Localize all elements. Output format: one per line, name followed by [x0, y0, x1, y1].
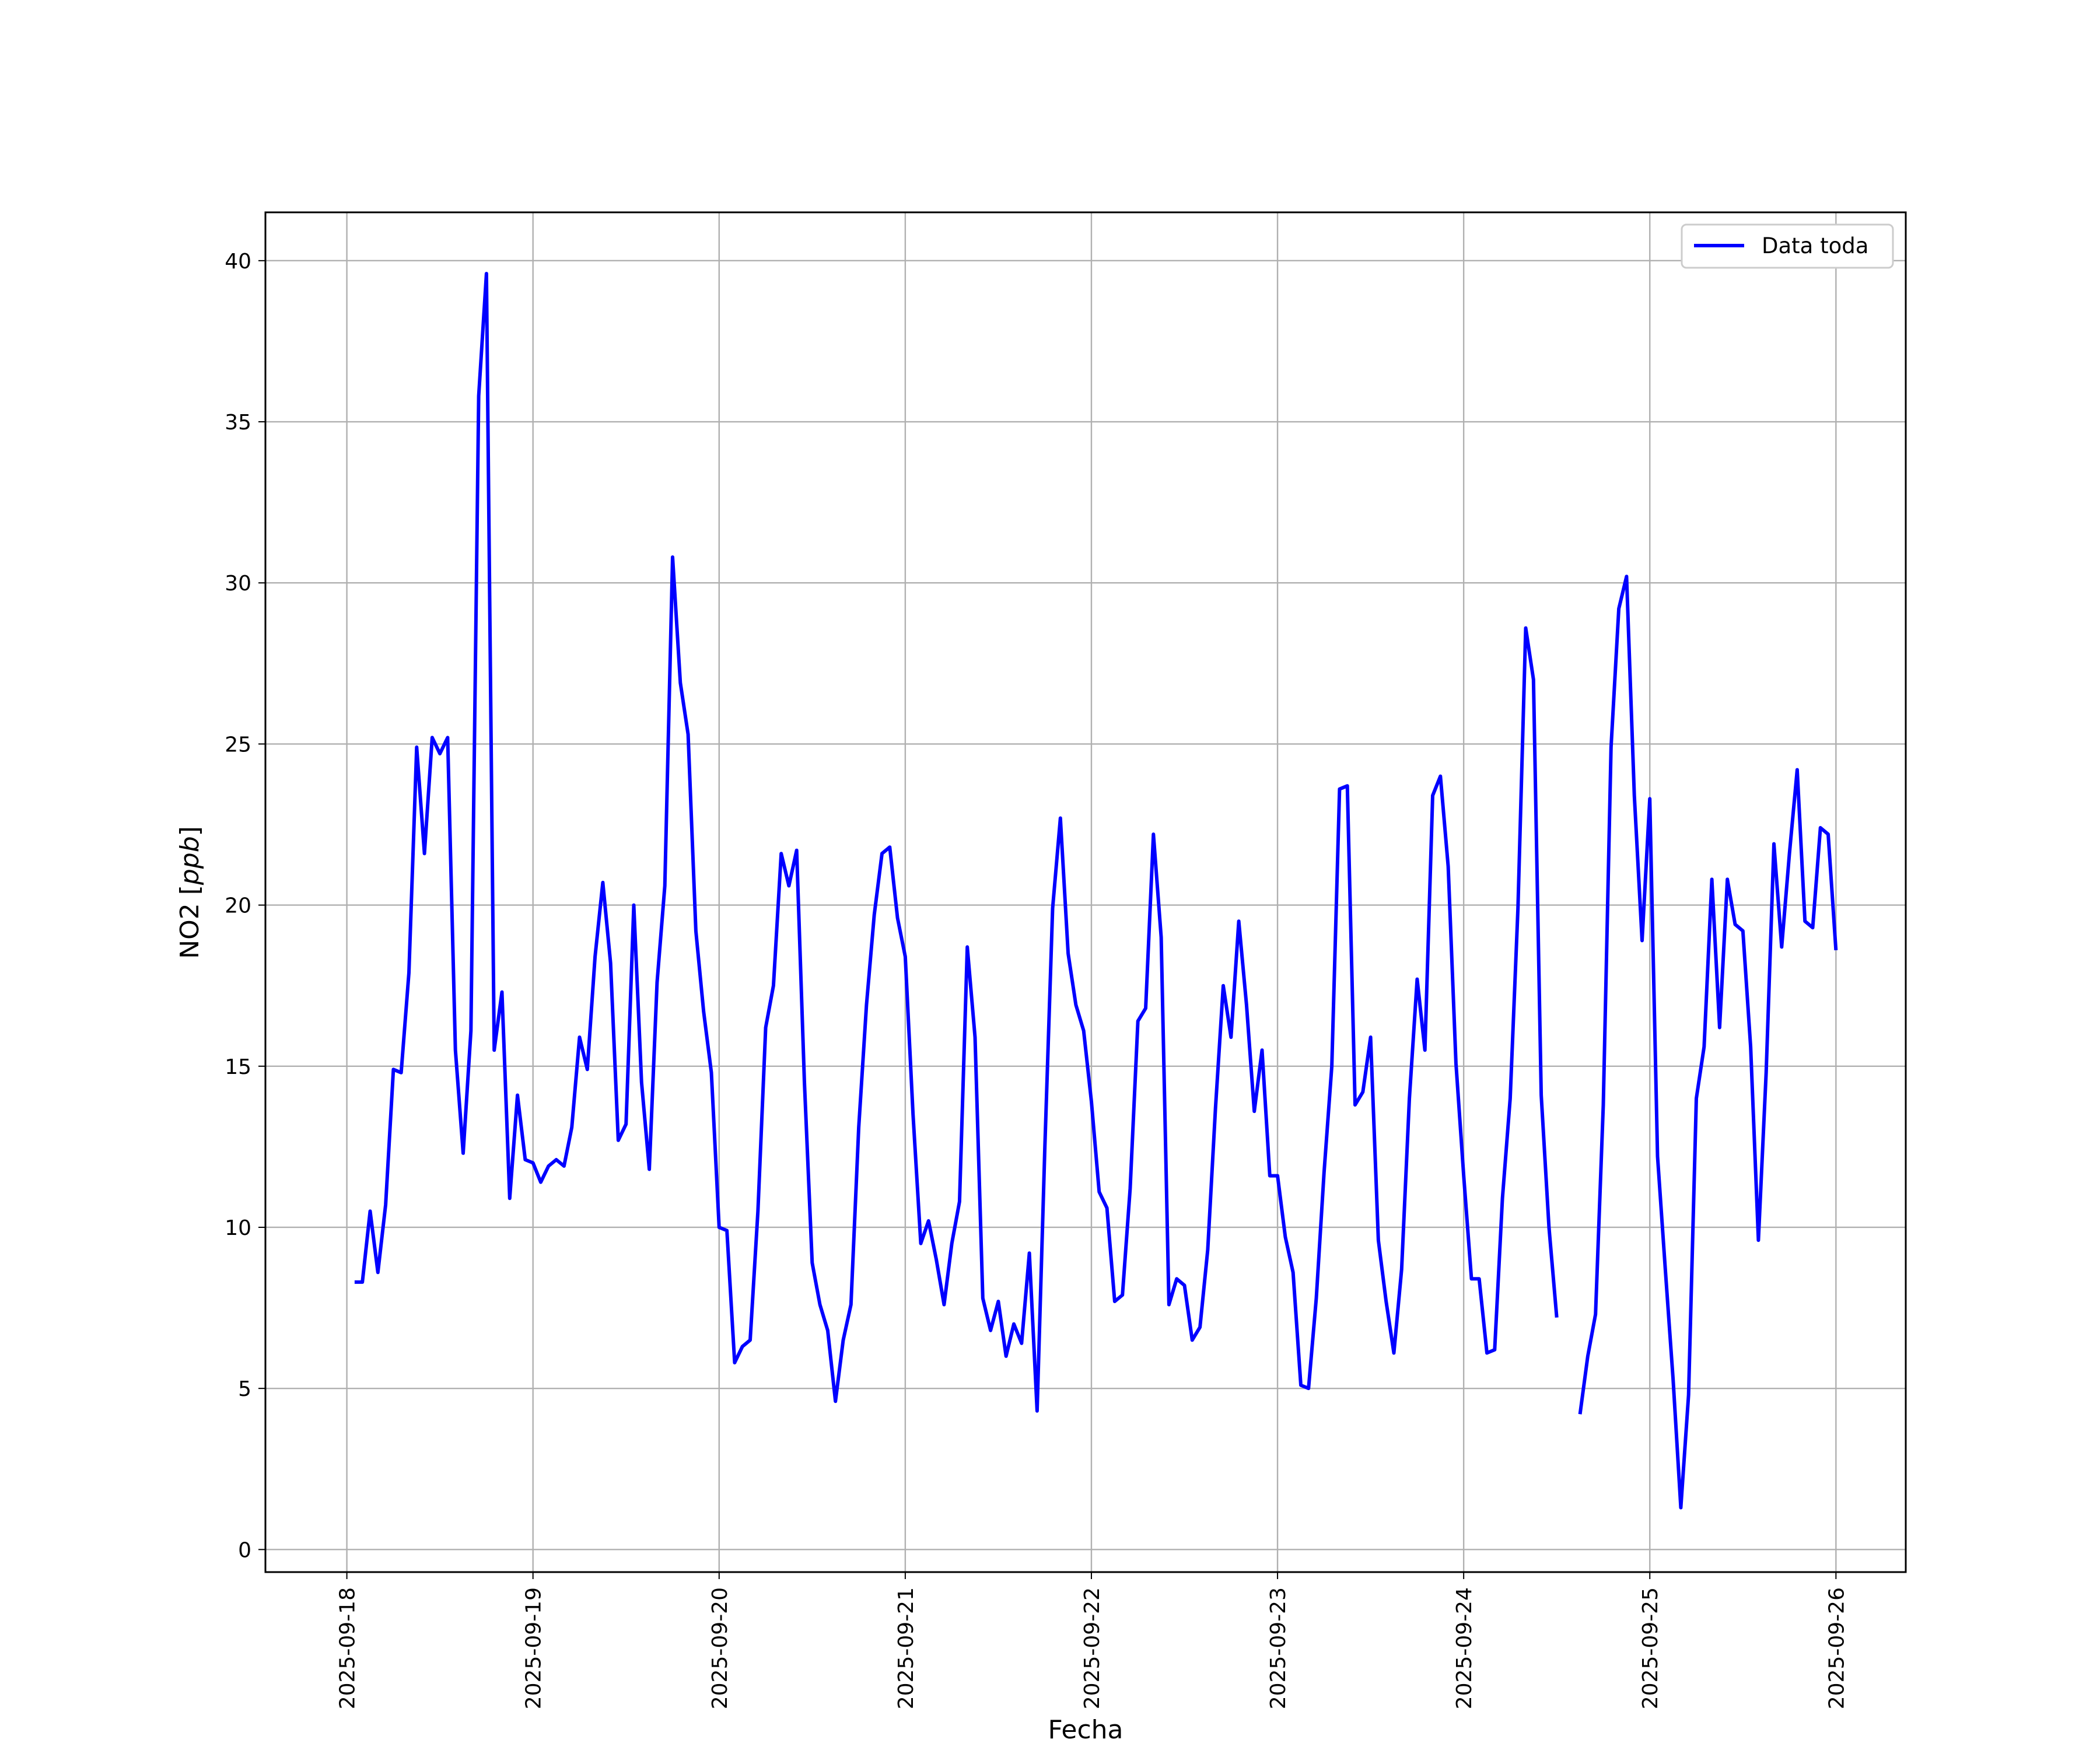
y-axis-label-prefix: NO2 [: [175, 885, 205, 959]
y-tick-label: 35: [225, 411, 251, 435]
x-tick-label: 2025-09-19: [522, 1587, 546, 1709]
ticks-layer: 2025-09-18 2025-09-19 2025-09-20 2025-09-21…: [225, 250, 1849, 1709]
x-tick-label: 2025-09-23: [1266, 1587, 1290, 1709]
x-tick-label: 2025-09-18: [336, 1587, 360, 1709]
x-tick-label: 2025-09-21: [894, 1587, 918, 1709]
y-tick-label: 10: [225, 1216, 251, 1240]
y-tick-label: 15: [225, 1055, 251, 1079]
x-tick-label: 2025-09-26: [1825, 1587, 1849, 1709]
plot-frame: [264, 211, 1907, 1573]
x-tick-label: 2025-09-25: [1639, 1587, 1662, 1709]
legend-frame: [1681, 223, 1894, 269]
y-tick-label: 40: [225, 250, 251, 274]
x-tick-label: 2025-09-20: [708, 1587, 732, 1709]
y-tick-label: 20: [225, 894, 251, 918]
legend: Data toda: [1681, 223, 1894, 269]
y-tick-label: 5: [238, 1377, 251, 1401]
y-axis-label: NO2 [ppb]: [175, 826, 205, 959]
y-tick-label: 0: [238, 1538, 251, 1562]
x-tick-label: 2025-09-24: [1452, 1587, 1476, 1709]
y-axis-label-suffix: ]: [175, 826, 205, 836]
y-tick-label: 30: [225, 572, 251, 596]
series-line-segment: [354, 272, 1559, 1413]
x-axis-label: Fecha: [1048, 1715, 1123, 1745]
x-tick-label: 2025-09-22: [1080, 1587, 1104, 1709]
grid-layer: [265, 212, 1906, 1572]
y-tick-label: 25: [225, 733, 251, 757]
series-line-segment: [1578, 575, 1838, 1510]
series-layer: [354, 272, 1838, 1510]
legend-label: Data toda: [1762, 233, 1868, 258]
y-axis-label-unit: ppb: [175, 836, 205, 886]
